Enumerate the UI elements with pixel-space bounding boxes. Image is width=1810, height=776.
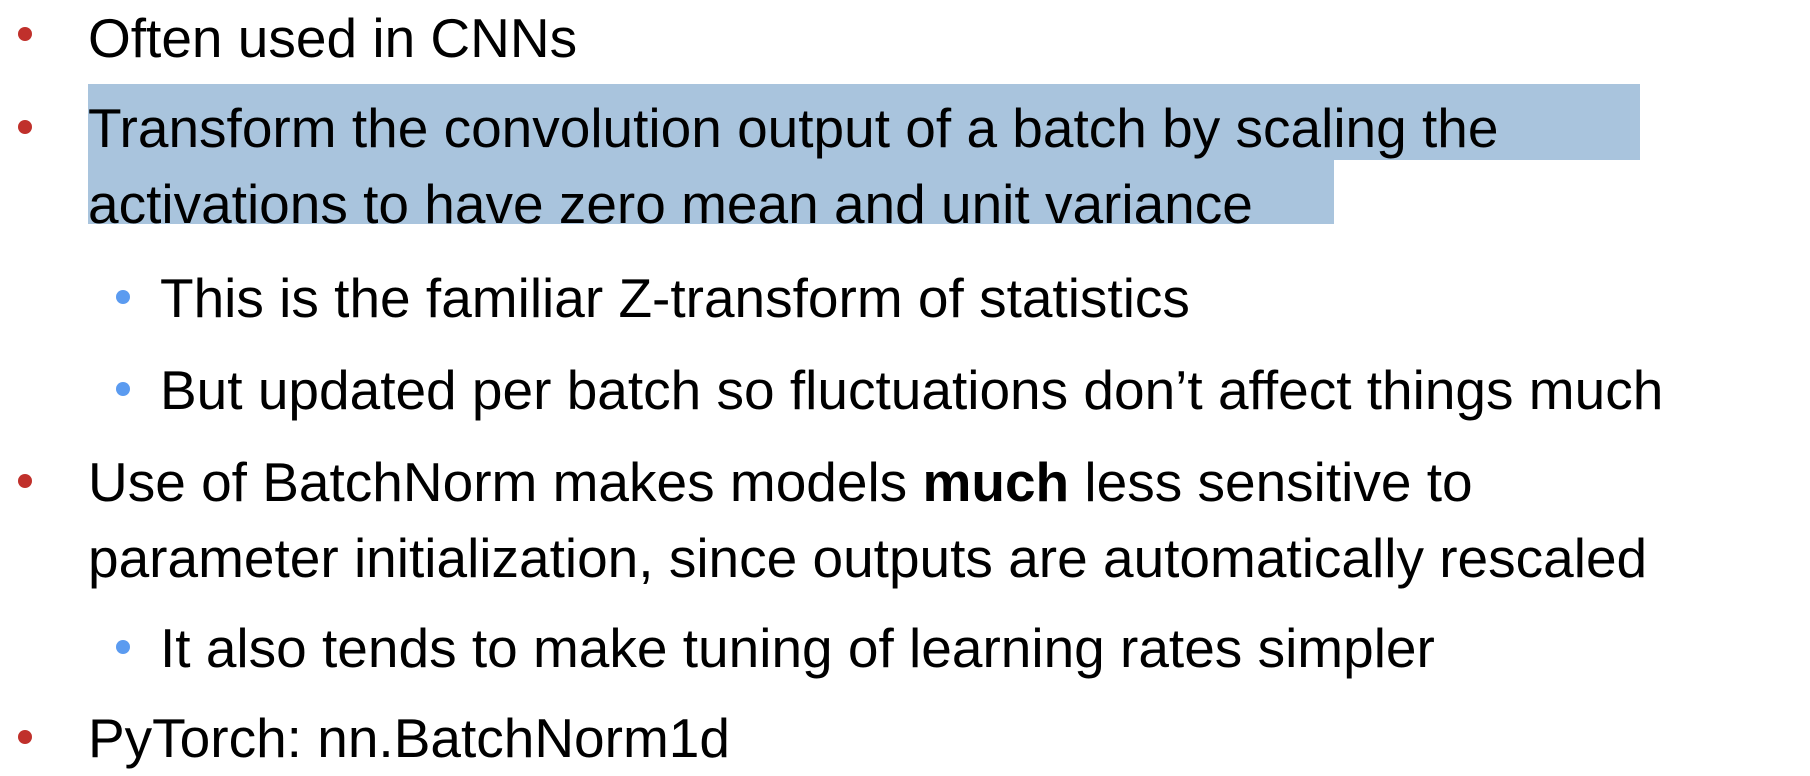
- bullet-text: Use of BatchNorm makes models much less …: [88, 444, 1473, 520]
- bullet-text-selected[interactable]: Transform the convolution output of a ba…: [88, 97, 1499, 159]
- text-run: Use of BatchNorm makes models: [88, 451, 923, 513]
- selection-highlight: [88, 160, 1334, 224]
- text-run: less sensitive to: [1069, 451, 1473, 513]
- sub-bullet-text: But updated per batch so fluctuations do…: [160, 359, 1664, 421]
- bullet-text: Often used in CNNs: [88, 7, 578, 69]
- bullet-dot-level1: [18, 27, 32, 41]
- bullet-text: parameter initialization, since outputs …: [88, 527, 1648, 589]
- selection-highlight: [88, 84, 1640, 160]
- bullet-dot-level2: [116, 290, 130, 304]
- sub-bullet-text: This is the familiar Z-transform of stat…: [160, 267, 1190, 329]
- bullet-text: PyTorch: nn.BatchNorm1d: [88, 707, 730, 769]
- bullet-dot-level2: [116, 382, 130, 396]
- emphasis-text: much: [922, 451, 1070, 513]
- bullet-dot-level1: [18, 474, 32, 488]
- bullet-dot-level2: [116, 640, 130, 654]
- sub-bullet-text: It also tends to make tuning of learning…: [160, 617, 1435, 679]
- bullet-text-selected[interactable]: activations to have zero mean and unit v…: [88, 173, 1253, 235]
- bullet-dot-level1: [18, 730, 32, 744]
- bullet-dot-level1: [18, 120, 32, 134]
